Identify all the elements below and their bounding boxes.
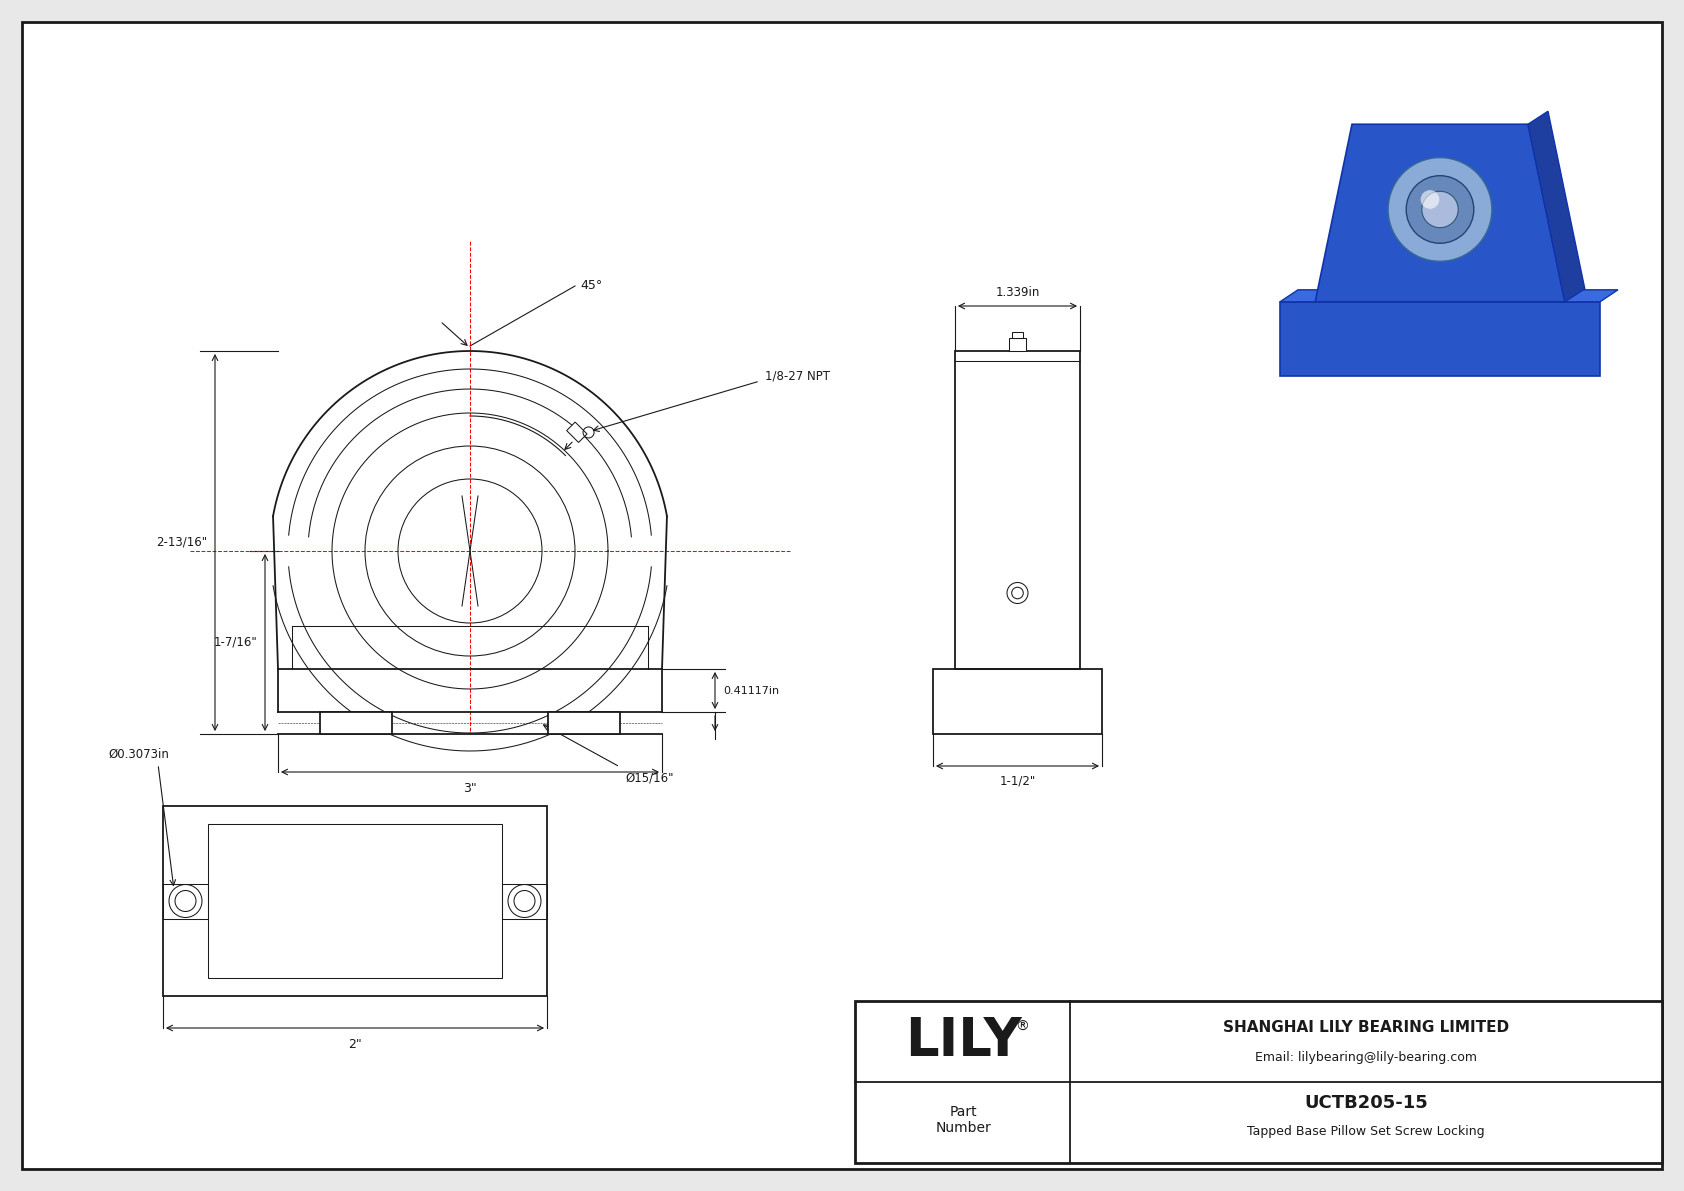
Bar bbox=[163, 884, 209, 918]
Text: SHANGHAI LILY BEARING LIMITED: SHANGHAI LILY BEARING LIMITED bbox=[1223, 1019, 1509, 1035]
Bar bbox=[209, 824, 502, 978]
Bar bbox=[933, 669, 1101, 734]
Bar bbox=[320, 712, 392, 734]
Text: ®: ® bbox=[1015, 1019, 1029, 1034]
Text: 2": 2" bbox=[349, 1039, 362, 1050]
Text: 1-1/2": 1-1/2" bbox=[999, 774, 1036, 787]
Bar bbox=[163, 806, 547, 996]
Text: Ø0.3073in: Ø0.3073in bbox=[108, 748, 168, 761]
Text: 1.339in: 1.339in bbox=[995, 286, 1039, 299]
Circle shape bbox=[1406, 176, 1474, 243]
Circle shape bbox=[1388, 157, 1492, 262]
Bar bbox=[547, 712, 620, 734]
Text: Email: lilybearing@lily-bearing.com: Email: lilybearing@lily-bearing.com bbox=[1255, 1050, 1477, 1064]
Text: 2-13/16": 2-13/16" bbox=[157, 536, 207, 549]
Text: 1-7/16": 1-7/16" bbox=[214, 636, 258, 649]
Text: 3": 3" bbox=[463, 782, 477, 796]
Bar bbox=[1012, 332, 1022, 338]
Circle shape bbox=[1421, 192, 1458, 227]
Bar bbox=[1009, 338, 1026, 351]
Text: Ø15/16": Ø15/16" bbox=[625, 772, 674, 785]
Polygon shape bbox=[1315, 124, 1564, 301]
Text: Part
Number: Part Number bbox=[935, 1105, 990, 1135]
Text: LILY: LILY bbox=[904, 1015, 1022, 1066]
Polygon shape bbox=[1280, 289, 1618, 301]
Polygon shape bbox=[1527, 111, 1585, 301]
Text: Tapped Base Pillow Set Screw Locking: Tapped Base Pillow Set Screw Locking bbox=[1248, 1125, 1485, 1139]
Bar bbox=[855, 1000, 1662, 1162]
Bar bbox=[568, 422, 588, 442]
Text: 45°: 45° bbox=[579, 280, 603, 293]
Bar bbox=[955, 351, 1079, 669]
Text: UCTB205-15: UCTB205-15 bbox=[1303, 1095, 1428, 1112]
Circle shape bbox=[1421, 191, 1440, 208]
Polygon shape bbox=[1280, 301, 1600, 376]
Text: 0.41117in: 0.41117in bbox=[722, 686, 780, 696]
Text: 1/8-27 NPT: 1/8-27 NPT bbox=[765, 369, 830, 382]
Bar bbox=[502, 884, 547, 918]
